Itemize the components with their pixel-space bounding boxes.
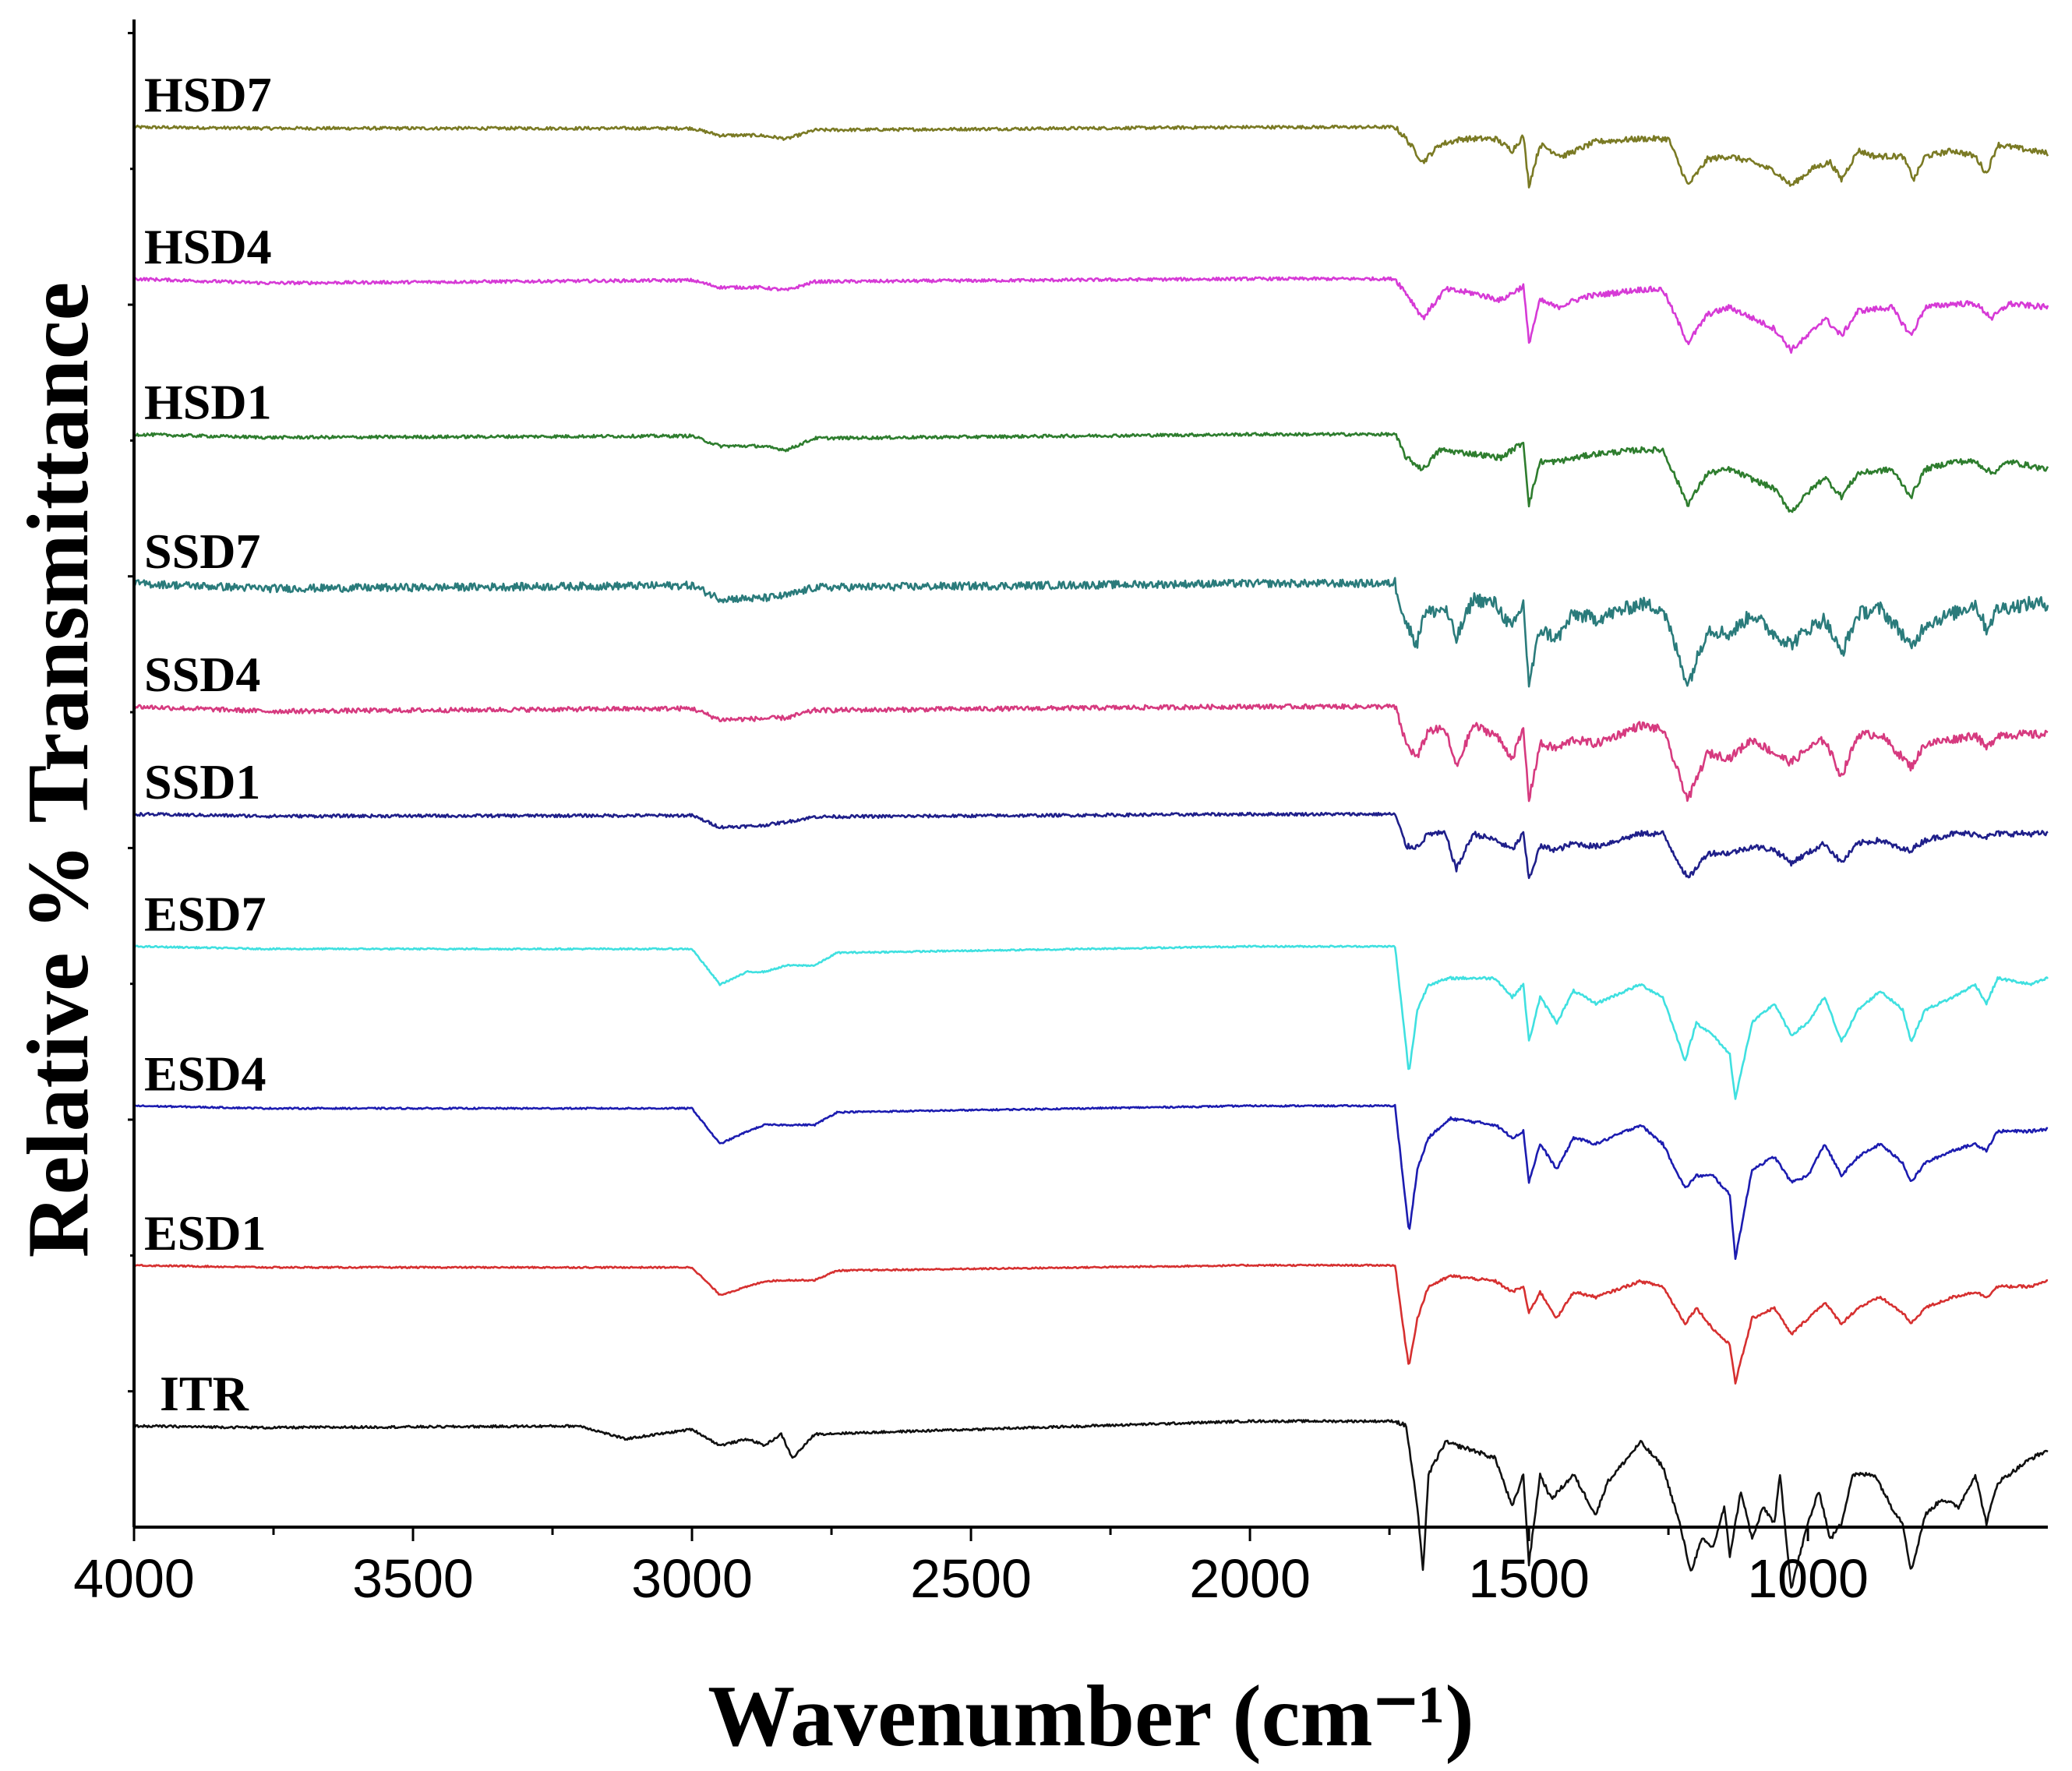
- spectrum-ssd1: [133, 811, 2049, 880]
- series-label-ssd4: SSD4: [144, 647, 260, 702]
- spectrum-ssd7: [132, 577, 2049, 688]
- spectrum-esd1: [133, 1263, 2049, 1385]
- spectrum-hsd4: [133, 276, 2049, 354]
- series-label-esd7: ESD7: [144, 887, 267, 942]
- x-tick-label: 3500: [352, 1548, 474, 1609]
- spectrum-hsd1: [133, 432, 2049, 513]
- series-label-esd4: ESD4: [144, 1046, 267, 1101]
- x-tick-label: 2500: [910, 1548, 1032, 1609]
- x-tick-label: 1500: [1468, 1548, 1590, 1609]
- spectrum-hsd7: [133, 124, 2049, 189]
- series-label-esd1: ESD1: [144, 1205, 267, 1261]
- x-tick-label: 4000: [73, 1548, 195, 1609]
- x-axis-ticks: 4000 3500 3000 2500 2000 1500 1000: [73, 1527, 1869, 1609]
- spectra-traces: [132, 124, 2049, 1589]
- series-label-ssd7: SSD7: [144, 524, 260, 579]
- y-axis-title: Relative % Transmittance: [10, 282, 107, 1258]
- y-axis-ticks: [128, 31, 134, 1393]
- spectrum-esd4: [133, 1103, 2049, 1261]
- series-label-hsd1: HSD1: [144, 374, 272, 429]
- x-tick-label: 1000: [1747, 1548, 1869, 1609]
- series-labels: HSD7 HSD4 HSD1 SSD7 SSD4 SSD1 ESD7 ESD4 ESD1 ITR: [144, 67, 272, 1421]
- series-label-hsd7: HSD7: [144, 67, 272, 122]
- spectrum-ssd4: [132, 703, 2049, 803]
- series-label-ssd1: SSD1: [144, 754, 260, 810]
- series-label-itr: ITR: [160, 1366, 249, 1421]
- x-axis-title: Wavenumber (cm⁻¹): [708, 1668, 1474, 1765]
- x-tick-label: 2000: [1189, 1548, 1311, 1609]
- spectrum-itr: [134, 1419, 2049, 1589]
- x-tick-label: 3000: [631, 1548, 753, 1609]
- spectrum-esd7: [133, 944, 2049, 1100]
- series-label-hsd4: HSD4: [144, 219, 272, 274]
